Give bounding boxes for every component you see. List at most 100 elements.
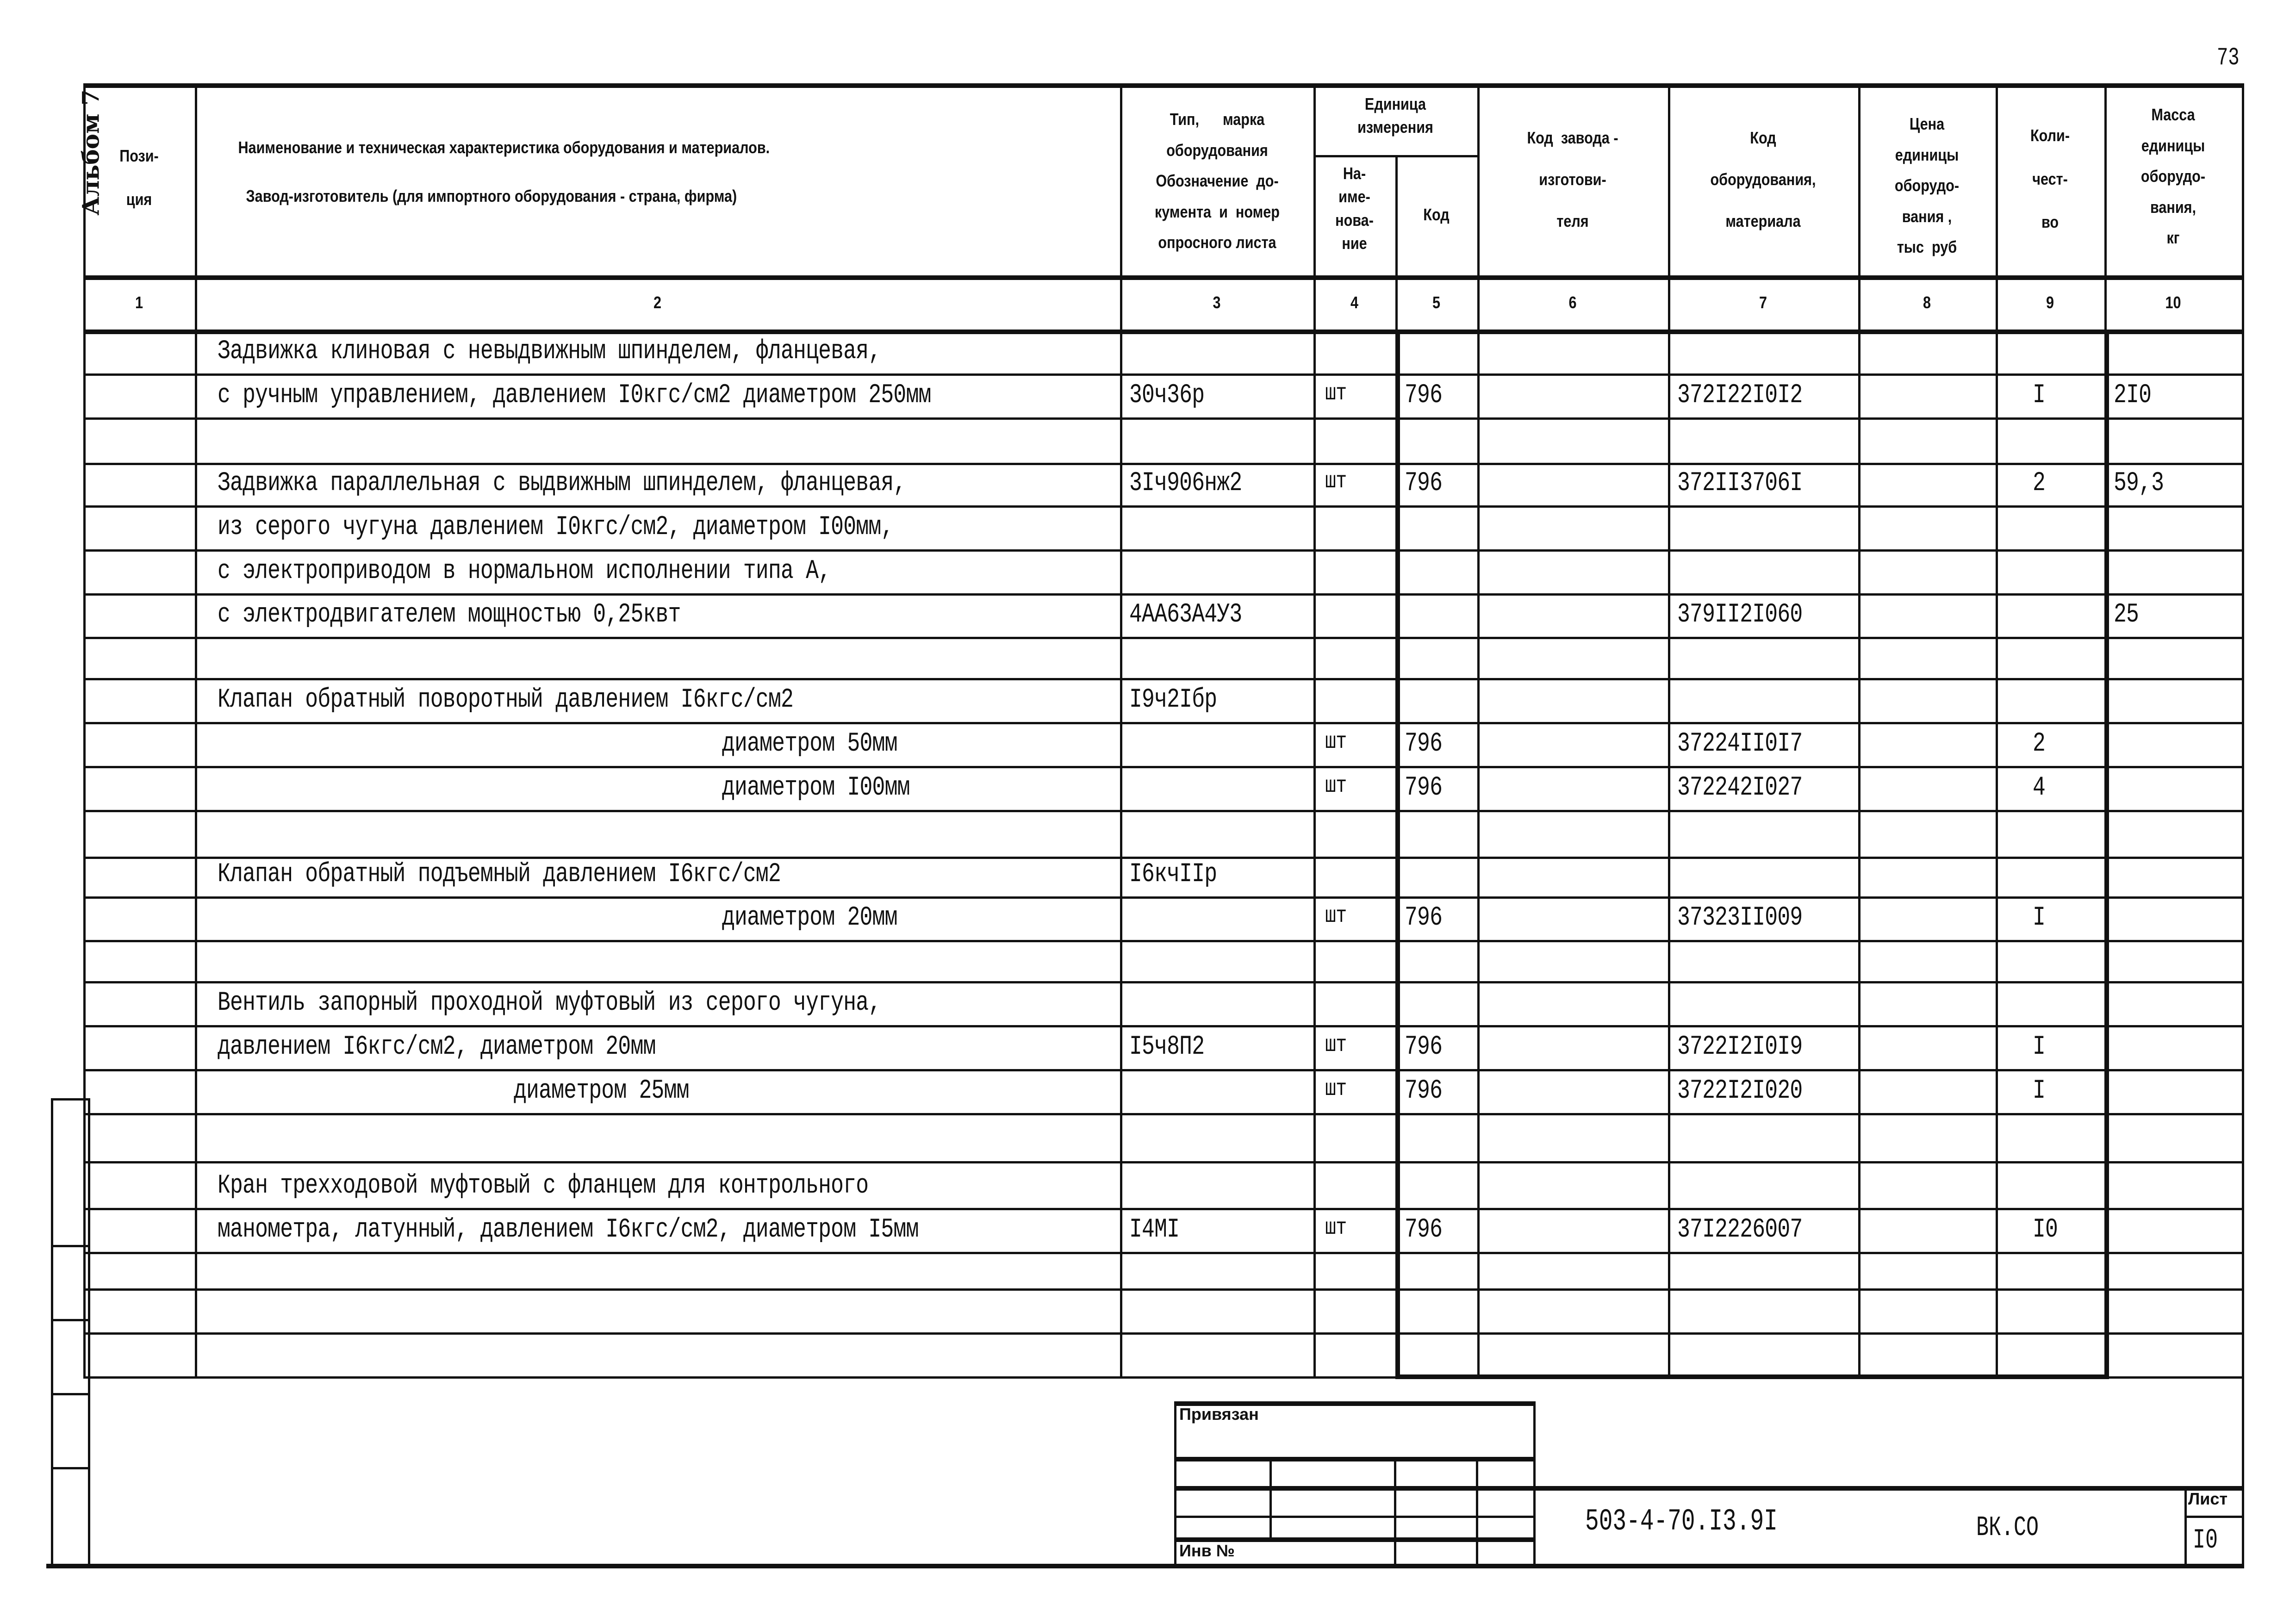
grid-line <box>1313 83 1316 1376</box>
row-mass: 2I0 <box>2114 380 2152 410</box>
grid-line <box>83 1161 2244 1163</box>
row-unit: шт <box>1325 1032 1347 1058</box>
grid-line <box>51 1467 88 1469</box>
row-code: 3722I2I020 <box>1677 1076 1803 1106</box>
header-factory-code: Код завода - изготови- теля <box>1527 128 1618 230</box>
grid-line <box>1174 1401 1176 1564</box>
grid-line <box>51 1098 88 1101</box>
grid-line <box>2242 83 2244 1564</box>
row-unit-code: 796 <box>1405 729 1443 759</box>
grid-line <box>83 1376 2244 1379</box>
header-type: Тип, марка оборудования Обозначение до- … <box>1154 110 1280 252</box>
row-unit: шт <box>1325 1215 1347 1241</box>
row-name: Вентиль запорный проходной муфтовый из с… <box>218 988 881 1018</box>
linked-label: Привязан <box>1179 1405 1259 1424</box>
document-code: ВК.СО <box>1976 1512 2039 1544</box>
row-mass: 25 <box>2114 600 2139 630</box>
grid-line <box>83 896 2244 899</box>
grid-line <box>1174 1457 1533 1461</box>
grid-line <box>83 1252 2244 1254</box>
header-unit-group: Единица измерения <box>1357 94 1433 137</box>
grid-line <box>83 593 2244 596</box>
row-type: I5ч8П2 <box>1129 1032 1205 1062</box>
row-code: 372II3706I <box>1677 468 1803 498</box>
row-name: Клапан обратный подъемный давлением I6кг… <box>218 859 781 889</box>
row-unit: шт <box>1325 380 1347 407</box>
row-type: 3Iч906нж2 <box>1129 468 1242 498</box>
grid-line <box>51 1098 53 1564</box>
column-number: 3 <box>1213 293 1221 312</box>
row-type: I6кчIIр <box>1129 859 1217 889</box>
grid-line <box>1174 1401 1533 1406</box>
sheet-label: Лист <box>2188 1489 2228 1508</box>
grid-line <box>46 1564 2244 1568</box>
grid-line <box>83 810 2244 812</box>
grid-line <box>195 83 197 1376</box>
row-code: 37224II0I7 <box>1677 729 1803 759</box>
grid-line <box>83 857 2244 859</box>
grid-line <box>2184 1516 2244 1518</box>
grid-line <box>1533 1486 2244 1491</box>
grid-line <box>83 1288 2244 1291</box>
row-name: с ручным управлением, давлением I0кгс/см… <box>218 380 931 410</box>
row-mass: 59,3 <box>2114 468 2164 498</box>
row-code: 372242I027 <box>1677 773 1803 803</box>
column-number: 5 <box>1432 293 1441 312</box>
header-price: Цена единицы оборудо- вания , тыс руб <box>1894 114 1960 257</box>
row-name: давлением I6кгс/см2, диаметром 20мм <box>218 1032 656 1062</box>
row-name: Клапан обратный поворотный давлением I6к… <box>218 685 794 715</box>
grid-line <box>83 330 2244 334</box>
grid-line <box>1996 83 1998 1376</box>
row-name: диаметром 25мм <box>514 1076 689 1106</box>
column-number: 10 <box>2165 293 2181 312</box>
row-name: с электроприводом в нормальном исполнени… <box>218 556 831 586</box>
grid-line <box>83 981 2244 983</box>
row-unit: шт <box>1325 468 1347 495</box>
grid-line <box>83 549 2244 552</box>
grid-line <box>83 83 86 1376</box>
grid-line <box>83 83 2244 88</box>
row-qty: I <box>2033 903 2046 933</box>
row-unit: шт <box>1325 903 1347 929</box>
grid-line <box>2184 1486 2187 1564</box>
grid-line <box>83 766 2244 768</box>
grid-line <box>83 463 2244 465</box>
grid-line <box>83 1113 2244 1115</box>
row-code: 372I22I0I2 <box>1677 380 1803 410</box>
grid-line <box>83 1069 2244 1071</box>
column-number: 9 <box>2046 293 2054 312</box>
grid-line <box>1858 83 1860 1376</box>
row-type: 4АА63А4У3 <box>1129 600 1242 630</box>
header-equipment-code: Код оборудования, материала <box>1710 128 1816 230</box>
grid-line <box>1533 1401 1536 1564</box>
grid-line <box>1394 1457 1396 1564</box>
grid-line <box>88 1098 90 1564</box>
grid-line <box>1395 1374 2109 1379</box>
column-number: 2 <box>653 293 662 312</box>
row-name: манометра, латунный, давлением I6кгс/см2… <box>218 1215 919 1245</box>
column-number: 7 <box>1759 293 1767 312</box>
grid-line <box>1120 83 1122 1376</box>
grid-line <box>1313 155 1477 157</box>
row-qty: 2 <box>2033 468 2046 498</box>
grid-line <box>51 1245 88 1247</box>
grid-line <box>1174 1537 1533 1542</box>
row-code: 37I2226007 <box>1677 1215 1803 1245</box>
row-qty: I <box>2033 1076 2046 1106</box>
grid-line <box>83 1332 2244 1335</box>
grid-line <box>83 275 2244 280</box>
grid-line <box>83 505 2244 508</box>
row-unit: шт <box>1325 1076 1347 1102</box>
grid-line <box>1269 1457 1272 1537</box>
grid-line <box>83 1025 2244 1027</box>
grid-line <box>2104 330 2109 1376</box>
grid-line <box>51 1393 88 1395</box>
row-qty: I0 <box>2033 1215 2058 1245</box>
grid-line <box>83 940 2244 942</box>
header-mass: Масса единицы оборудо- вания, кг <box>2140 105 2206 248</box>
row-name: из серого чугуна давлением I0кгс/см2, ди… <box>218 512 894 542</box>
grid-line <box>83 417 2244 420</box>
row-qty: I <box>2033 1032 2046 1062</box>
grid-line <box>83 1208 2244 1210</box>
column-number: 8 <box>1923 293 1931 312</box>
